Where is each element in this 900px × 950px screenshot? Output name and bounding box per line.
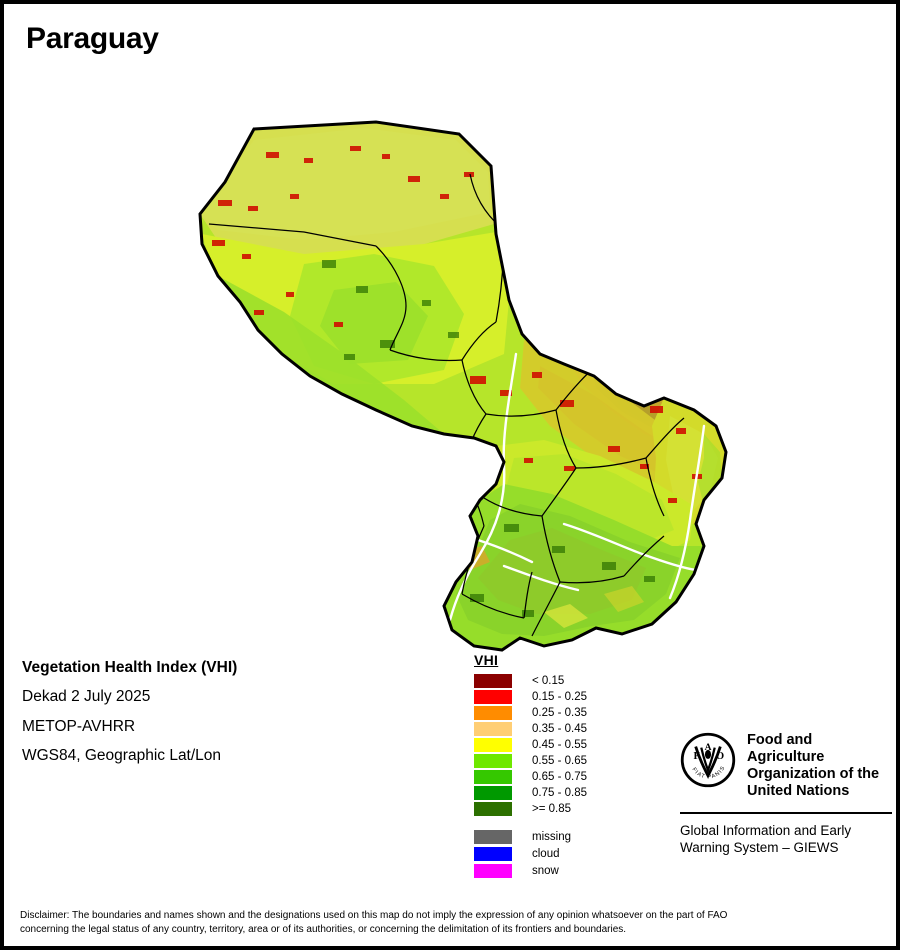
fao-divider	[680, 812, 892, 815]
metadata-product: Vegetation Health Index (VHI)	[22, 659, 238, 676]
legend-label: 0.15 - 0.25	[532, 691, 587, 703]
fao-organization-name: Food and Agriculture Organization of the…	[747, 732, 892, 800]
fao-name-line-3: United Nations	[747, 783, 850, 800]
legend-class-list: < 0.15 0.15 - 0.25 0.25 - 0.35 0.35 - 0.…	[474, 673, 587, 817]
disclaimer-line-1: Disclaimer: The boundaries and names sho…	[20, 910, 728, 921]
fao-branding: F A O FIAT PANIS Food and Agriculture Or…	[680, 732, 892, 857]
legend-label: 0.65 - 0.75	[532, 771, 587, 783]
legend-item: 0.45 - 0.55	[474, 737, 587, 753]
fao-logo-icon: F A O FIAT PANIS	[680, 732, 736, 788]
disclaimer: Disclaimer: The boundaries and names sho…	[20, 909, 886, 936]
legend-swatch	[474, 863, 512, 878]
legend-item: < 0.15	[474, 673, 587, 689]
legend-label: >= 0.85	[532, 803, 572, 815]
legend-title: VHI	[474, 652, 499, 668]
legend-swatch	[474, 722, 512, 736]
metadata-sensor: METOP-AVHRR	[22, 717, 136, 735]
legend-label: cloud	[532, 847, 560, 860]
fao-logo-letter-o: O	[716, 751, 724, 762]
legend-item: 0.35 - 0.45	[474, 721, 587, 737]
legend-item: >= 0.85	[474, 801, 587, 817]
legend-label: snow	[532, 864, 559, 877]
giews-line-1: Global Information and Early	[680, 823, 852, 839]
vhi-legend: VHI < 0.15 0.15 - 0.25 0.25 - 0.35 0.35 …	[474, 652, 587, 879]
paraguay-vhi-map[interactable]	[4, 54, 896, 654]
legend-swatch	[474, 674, 512, 688]
legend-swatch	[474, 738, 512, 752]
legend-item: cloud	[474, 845, 587, 862]
legend-swatch	[474, 770, 512, 784]
map-metadata: Vegetation Health Index (VHI) Dekad 2 Ju…	[22, 659, 352, 777]
map-canvas[interactable]	[4, 54, 896, 654]
legend-item: missing	[474, 828, 587, 845]
legend-special-list: missing cloud snow	[474, 828, 587, 879]
legend-label: 0.35 - 0.45	[532, 723, 587, 735]
metadata-projection: WGS84, Geographic Lat/Lon	[22, 746, 222, 764]
legend-swatch	[474, 754, 512, 768]
legend-label: 0.55 - 0.65	[532, 755, 587, 767]
legend-label: missing	[532, 830, 571, 843]
legend-swatch	[474, 786, 512, 800]
metadata-period: Dekad 2 July 2025	[22, 688, 151, 706]
legend-item: 0.55 - 0.65	[474, 753, 587, 769]
legend-swatch	[474, 706, 512, 720]
giews-system-name: Global Information and Early Warning Sys…	[680, 823, 892, 857]
legend-swatch	[474, 829, 512, 844]
legend-label: 0.75 - 0.85	[532, 787, 587, 799]
legend-swatch	[474, 802, 512, 816]
fao-name-line-1: Food and Agriculture	[747, 732, 825, 766]
legend-swatch	[474, 846, 512, 861]
legend-item: 0.75 - 0.85	[474, 785, 587, 801]
legend-label: < 0.15	[532, 675, 565, 687]
legend-item: 0.65 - 0.75	[474, 769, 587, 785]
legend-item: snow	[474, 862, 587, 879]
legend-label: 0.45 - 0.55	[532, 739, 587, 751]
fao-logo-letter-f: F	[693, 751, 700, 762]
legend-label: 0.25 - 0.35	[532, 707, 587, 719]
legend-item: 0.15 - 0.25	[474, 689, 587, 705]
giews-line-2: Warning System – GIEWS	[680, 840, 839, 856]
legend-swatch	[474, 690, 512, 704]
disclaimer-line-2: concerning the legal status of any count…	[20, 923, 627, 935]
page-title: Paraguay	[26, 22, 159, 55]
river-lines	[448, 352, 706, 622]
fao-name-line-2: Organization of the	[747, 766, 880, 783]
fao-logo-letter-a: A	[705, 743, 712, 753]
legend-item: 0.25 - 0.35	[474, 705, 587, 721]
country-outline	[198, 120, 728, 652]
